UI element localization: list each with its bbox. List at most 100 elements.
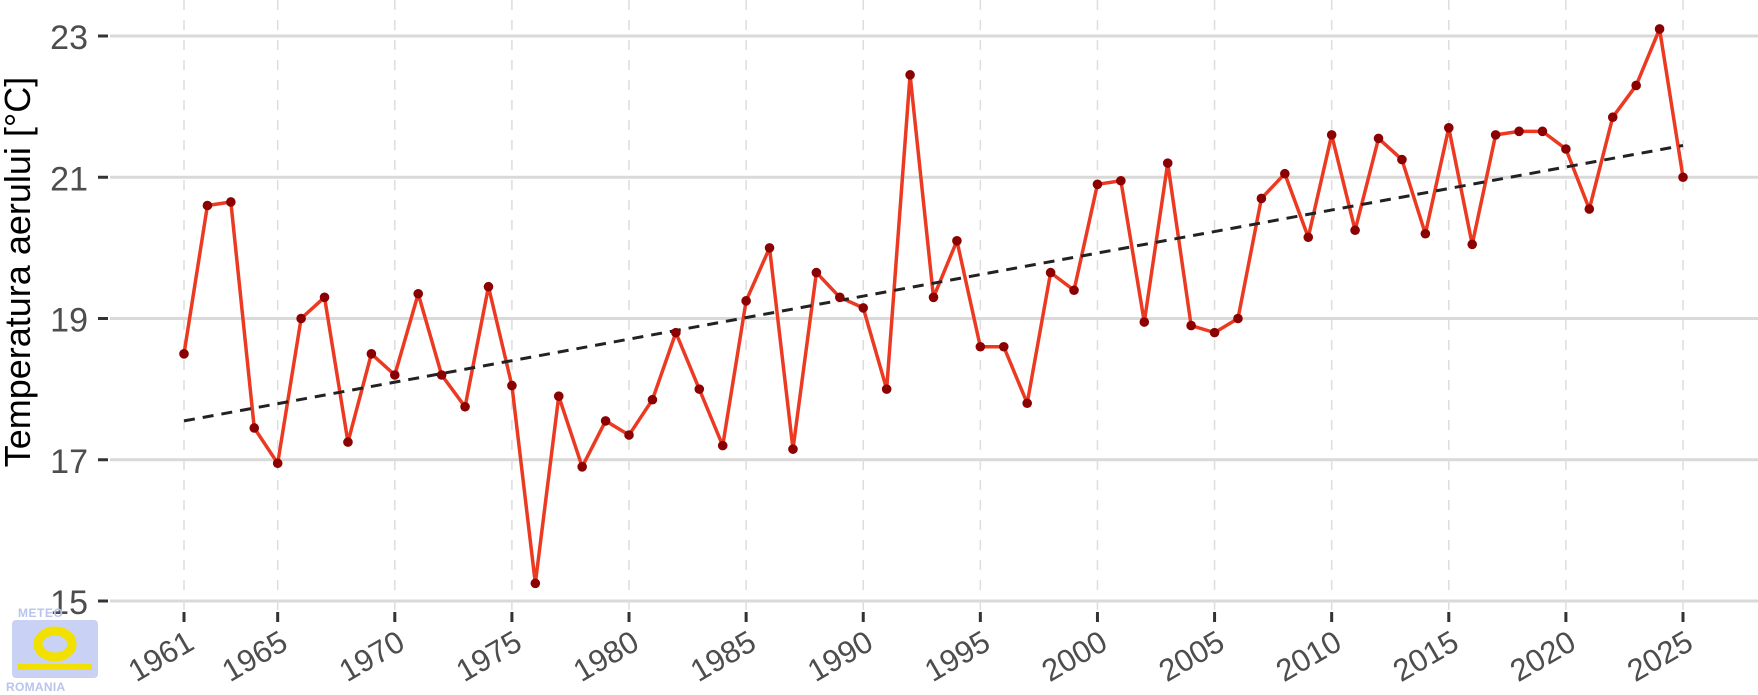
data-point — [811, 267, 822, 278]
data-point — [1490, 130, 1501, 140]
meteo-romania-logo: METEO ROMANIA — [4, 606, 100, 694]
data-point — [1467, 239, 1478, 250]
data-point — [624, 430, 634, 440]
logo-emblem — [12, 620, 98, 678]
x-tick-label: 1985 — [684, 624, 761, 689]
data-point — [1256, 193, 1267, 204]
data-point — [202, 200, 213, 211]
x-tick-label: 2005 — [1153, 624, 1230, 689]
x-tick-label: 1970 — [333, 624, 410, 689]
data-point — [1350, 225, 1360, 236]
data-point — [1069, 285, 1079, 296]
data-point — [694, 384, 705, 394]
data-point — [764, 243, 775, 253]
trend-line-group — [183, 143, 1684, 423]
data-point — [249, 423, 260, 433]
data-point — [1326, 130, 1337, 140]
data-point — [1280, 168, 1290, 179]
data-point — [1514, 126, 1524, 137]
x-tick-label: 1980 — [567, 624, 644, 689]
y-tick-label: 21 — [50, 160, 88, 198]
data-point — [1397, 154, 1407, 165]
x-tick-label: 1975 — [450, 624, 527, 689]
data-point — [1631, 80, 1641, 91]
data-point — [1420, 228, 1431, 239]
data-point — [319, 292, 330, 303]
data-point — [1022, 398, 1032, 409]
data-point — [507, 380, 517, 391]
data-point — [296, 313, 306, 324]
data-point — [1139, 317, 1150, 327]
x-tick-label: 2000 — [1036, 624, 1113, 689]
data-point — [1537, 126, 1548, 137]
data-point — [530, 578, 541, 589]
y-tick-label: 15 — [50, 584, 88, 622]
data-point — [1233, 313, 1243, 324]
y-gridlines — [110, 34, 1758, 603]
x-tick-label: 2025 — [1621, 624, 1698, 689]
data-point — [1654, 24, 1665, 34]
temperature-line — [182, 27, 1685, 586]
y-tick-label: 19 — [50, 302, 88, 340]
data-point — [577, 462, 587, 472]
data-point — [600, 416, 611, 426]
data-point — [671, 327, 681, 338]
data-point — [413, 288, 424, 299]
data-point — [1443, 123, 1454, 133]
data-point — [1678, 172, 1688, 183]
trend-line — [183, 143, 1684, 423]
data-point — [741, 296, 751, 306]
data-point — [343, 437, 353, 447]
data-point — [928, 292, 939, 303]
data-point — [905, 70, 915, 80]
data-point — [1209, 327, 1220, 338]
x-gridlines — [183, 0, 1684, 610]
temperature-series — [182, 27, 1685, 586]
axis-ticks — [98, 34, 1685, 622]
data-point — [366, 349, 377, 359]
data-point — [226, 197, 236, 207]
data-point — [1584, 204, 1595, 214]
data-point — [272, 458, 283, 469]
data-point — [553, 391, 564, 401]
data-point — [436, 370, 447, 380]
data-point — [1186, 320, 1196, 331]
x-tick-label: 2015 — [1387, 624, 1464, 689]
data-point — [179, 349, 189, 359]
x-tick-label: 1961 — [122, 624, 199, 689]
logo-top-text: METEO — [18, 606, 64, 620]
data-point — [975, 341, 986, 352]
x-tick-label: 2020 — [1504, 624, 1581, 689]
data-point — [1561, 144, 1571, 154]
temperature-markers — [179, 24, 1688, 589]
data-point — [1116, 175, 1126, 186]
data-point — [1607, 112, 1618, 123]
x-tick-label: 1965 — [216, 624, 293, 689]
data-point — [835, 292, 845, 303]
x-tick-labels: 1961 1965 1970 1975 1980 1985 1990 1995 2000 2005… — [122, 624, 1698, 689]
y-axis-label: Temperatura aerului [°C] — [0, 77, 38, 468]
y-tick-labels: 15 17 19 21 23 — [50, 19, 88, 622]
data-point — [858, 303, 869, 313]
data-point — [1373, 133, 1384, 144]
x-tick-label: 1995 — [919, 624, 996, 689]
logo-bottom-text: ROMANIA — [6, 680, 66, 694]
data-point — [1045, 267, 1056, 278]
x-tick-label: 1990 — [802, 624, 879, 689]
data-point — [1092, 179, 1103, 190]
data-point — [389, 370, 400, 380]
data-point — [1162, 158, 1173, 168]
data-point — [717, 440, 728, 451]
data-point — [647, 394, 658, 405]
x-tick-label: 2010 — [1270, 624, 1347, 689]
logo-ring-icon — [18, 626, 92, 670]
data-point — [952, 236, 962, 246]
data-point — [460, 401, 470, 412]
data-point — [788, 444, 798, 454]
y-tick-label: 23 — [50, 19, 88, 57]
data-point — [998, 341, 1009, 352]
y-tick-label: 17 — [50, 443, 88, 481]
data-point — [483, 281, 494, 292]
data-point — [881, 384, 892, 394]
